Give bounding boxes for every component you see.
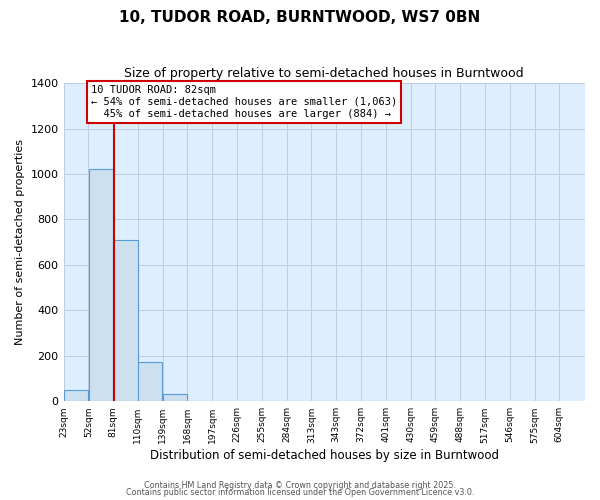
Text: 10 TUDOR ROAD: 82sqm
← 54% of semi-detached houses are smaller (1,063)
  45% of : 10 TUDOR ROAD: 82sqm ← 54% of semi-detac… (91, 86, 397, 118)
Y-axis label: Number of semi-detached properties: Number of semi-detached properties (15, 139, 25, 345)
Bar (163, 394, 187, 402)
Text: 10, TUDOR ROAD, BURNTWOOD, WS7 0BN: 10, TUDOR ROAD, BURNTWOOD, WS7 0BN (119, 10, 481, 25)
Text: Contains HM Land Registry data © Crown copyright and database right 2025.: Contains HM Land Registry data © Crown c… (144, 480, 456, 490)
Bar (138, 362, 163, 402)
Bar (113, 240, 137, 402)
Text: Contains public sector information licensed under the Open Government Licence v3: Contains public sector information licen… (126, 488, 474, 497)
Bar (89, 170, 113, 402)
Title: Size of property relative to semi-detached houses in Burntwood: Size of property relative to semi-detach… (124, 68, 524, 80)
Bar (64, 390, 88, 402)
X-axis label: Distribution of semi-detached houses by size in Burntwood: Distribution of semi-detached houses by … (150, 450, 499, 462)
